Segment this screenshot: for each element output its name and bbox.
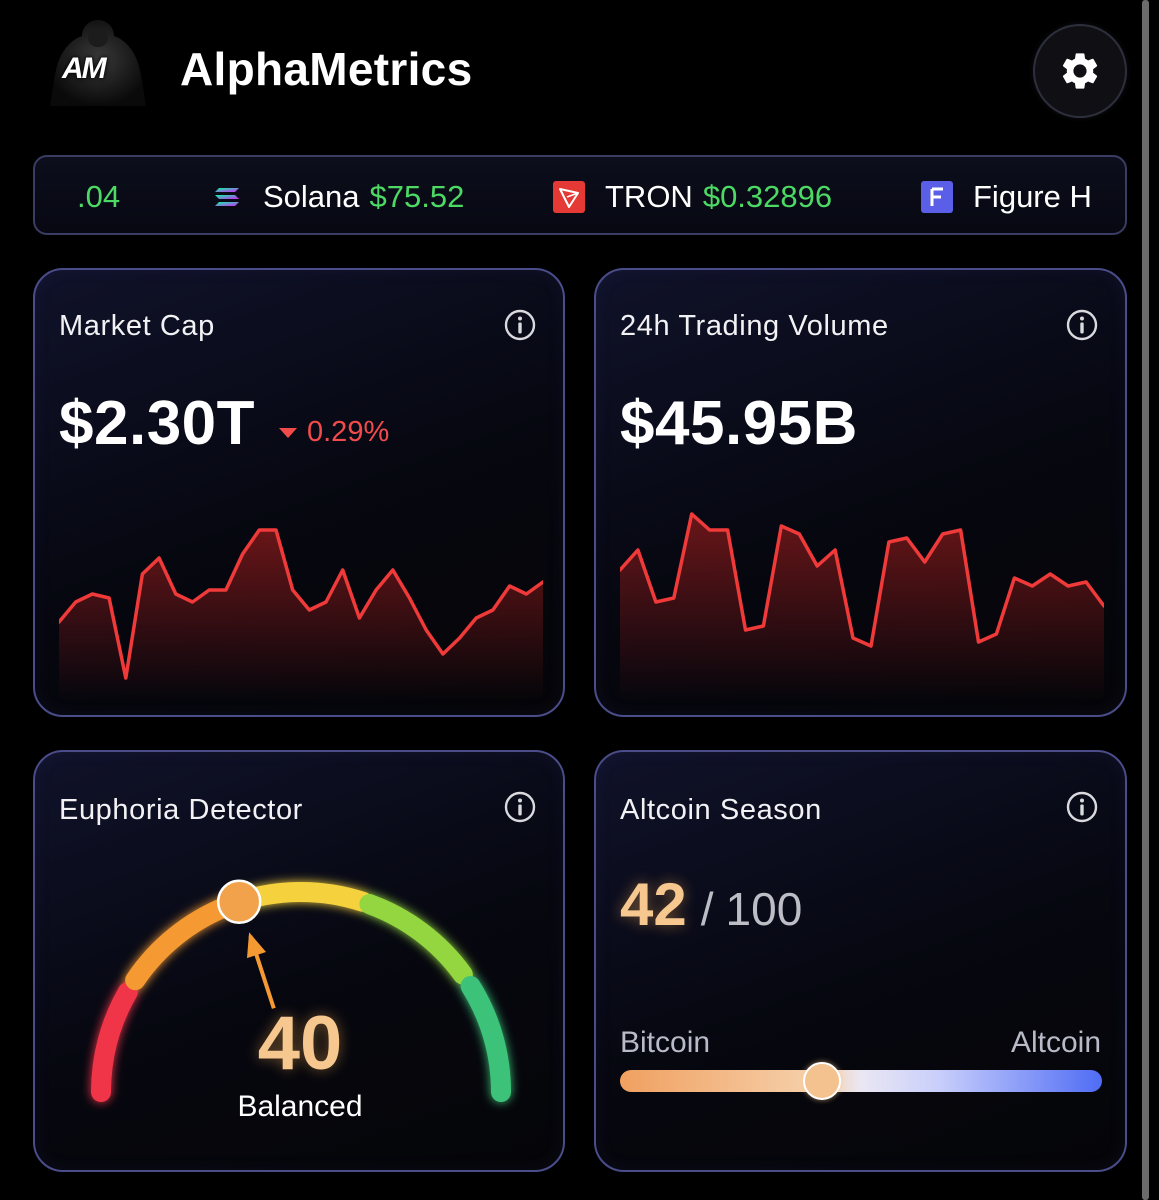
- market-cap-change: 0.29%: [277, 416, 389, 449]
- gauge-arc-segment: [460, 976, 511, 1102]
- ticker-item-figure[interactable]: Figure H: [921, 177, 1102, 217]
- solana-icon: [215, 188, 239, 206]
- sparkline-line: [59, 528, 543, 680]
- euphoria-value: 40: [257, 1001, 343, 1086]
- tron-icon: [553, 181, 585, 213]
- sparkline-area: [620, 514, 1104, 700]
- euphoria-gauge: [91, 879, 511, 1102]
- euphoria-label: Balanced: [237, 1090, 363, 1123]
- gauge-arrow-head: [246, 932, 267, 959]
- altcoin-score: 42 / 100: [620, 870, 802, 939]
- logo-text: AM: [62, 52, 107, 85]
- app-title: AlphaMetrics: [180, 43, 473, 95]
- header: AM AlphaMetrics: [0, 0, 1145, 140]
- card-title: 24h Trading Volume: [620, 310, 889, 342]
- trading-volume-card[interactable]: 24h Trading Volume $45.95B: [594, 268, 1127, 717]
- card-title: Altcoin Season: [620, 794, 822, 826]
- gauge-arc-segment: [125, 896, 237, 991]
- market-cap-card[interactable]: Market Cap $2.30T 0.29%: [33, 268, 565, 717]
- altcoin-score-max: 100: [725, 883, 803, 935]
- gauge-knob: [216, 879, 262, 925]
- gauge-pointer: [216, 879, 276, 1009]
- market-cap-sparkline: [59, 528, 543, 700]
- card-title: Market Cap: [59, 310, 215, 342]
- sparkline-line: [620, 512, 1104, 648]
- market-cap-value: $2.30T: [59, 389, 256, 458]
- altcoin-label: Altcoin: [1010, 1026, 1101, 1059]
- ticker-item-tron[interactable]: TRON $0.32896: [553, 177, 832, 217]
- figure-icon: [921, 181, 953, 213]
- ticker-price: $0.32896: [702, 179, 833, 214]
- scrollbar[interactable]: [1142, 0, 1149, 1200]
- change-value: 0.29%: [307, 416, 390, 448]
- info-icon[interactable]: [503, 790, 537, 824]
- gorilla-logo-icon: [50, 20, 146, 106]
- sparkline-area: [59, 530, 543, 700]
- ticker-item-solana[interactable]: Solana $75.52: [211, 177, 464, 217]
- altcoin-score-separator: /: [700, 883, 714, 935]
- info-icon[interactable]: [1065, 790, 1099, 824]
- info-icon[interactable]: [503, 308, 537, 342]
- gauge-arc-segment: [359, 894, 473, 985]
- gauge-arc-segment: [91, 982, 138, 1102]
- altcoin-season-card[interactable]: Altcoin Season 42 / 100 Bitcoin Altcoin: [594, 750, 1127, 1172]
- volume-sparkline: [620, 512, 1104, 700]
- info-icon[interactable]: [1065, 308, 1099, 342]
- card-title: Euphoria Detector: [59, 794, 303, 826]
- ticker-name: Solana: [263, 179, 360, 214]
- settings-button[interactable]: [1033, 24, 1127, 118]
- season-slider-track[interactable]: [620, 1070, 1102, 1092]
- euphoria-card[interactable]: Euphoria Detector 40 Balanced: [33, 750, 565, 1172]
- season-slider-handle[interactable]: [803, 1062, 842, 1100]
- ticker-name: TRON: [605, 179, 693, 214]
- gear-icon: [1062, 53, 1098, 89]
- altcoin-score-value: 42: [620, 871, 687, 938]
- ticker-name: Figure H: [973, 179, 1092, 214]
- volume-value: $45.95B: [620, 389, 858, 458]
- bitcoin-label: Bitcoin: [620, 1026, 711, 1059]
- logo: AM: [48, 18, 148, 106]
- ticker-price: $75.52: [369, 179, 465, 214]
- ticker-fragment: .04: [77, 177, 120, 217]
- ticker-price: .04: [77, 179, 121, 214]
- ticker-track: .04 Solana $75.52: [35, 157, 1125, 233]
- triangle-down-icon: [279, 427, 297, 438]
- price-ticker[interactable]: .04 Solana $75.52: [33, 155, 1127, 235]
